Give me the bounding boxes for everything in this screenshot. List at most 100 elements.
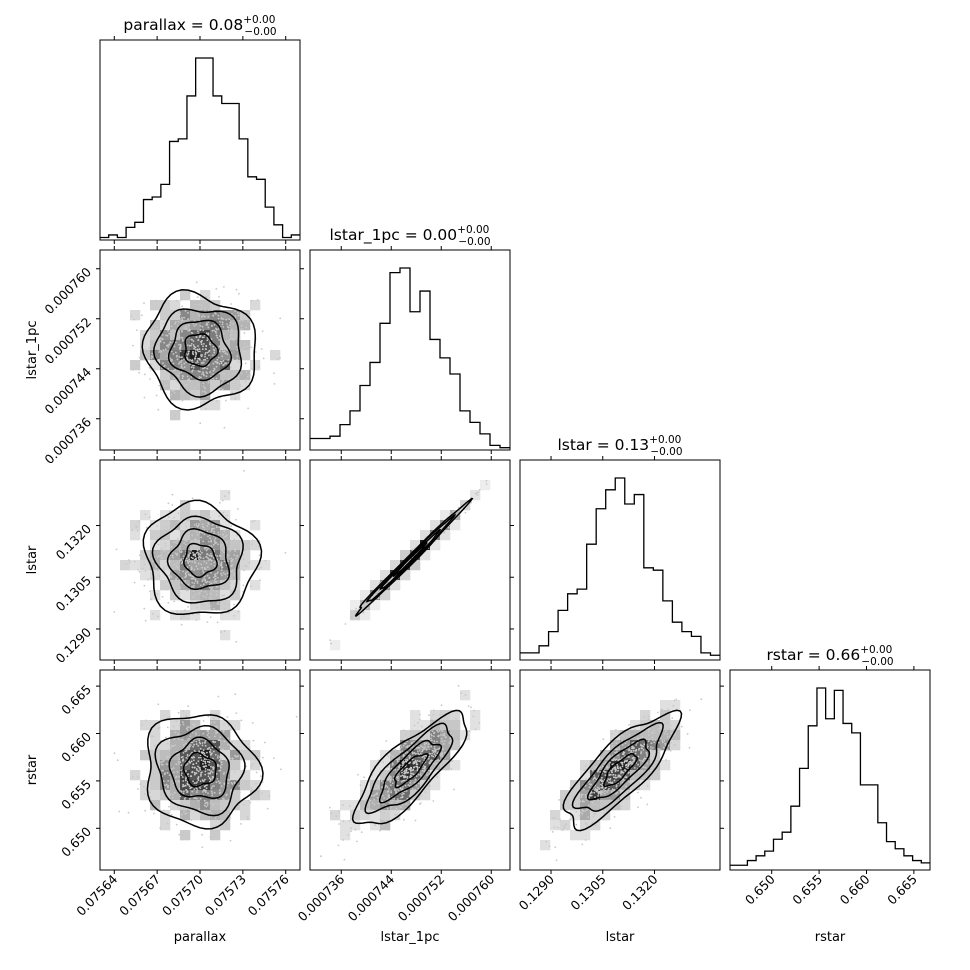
density-cell bbox=[270, 350, 281, 361]
sample-point bbox=[620, 772, 622, 774]
sample-point bbox=[605, 810, 608, 812]
sample-point bbox=[180, 345, 182, 347]
sample-point bbox=[143, 396, 146, 399]
sample-point bbox=[205, 407, 207, 410]
sample-point bbox=[641, 760, 644, 763]
sample-point bbox=[159, 340, 162, 343]
density-cell bbox=[370, 810, 381, 821]
panel-frame bbox=[99, 39, 301, 241]
sample-point bbox=[598, 787, 601, 790]
sample-point bbox=[176, 553, 179, 555]
sample-point bbox=[206, 784, 208, 786]
sample-point bbox=[615, 758, 618, 761]
y-tick-label-rstar: 0.655 bbox=[58, 776, 94, 812]
sample-point bbox=[192, 322, 195, 325]
sample-point bbox=[437, 731, 440, 733]
sample-point bbox=[173, 516, 175, 519]
sample-point bbox=[179, 559, 181, 562]
sample-point bbox=[187, 573, 190, 576]
sample-point bbox=[221, 321, 224, 324]
sample-point bbox=[612, 789, 615, 792]
sample-point bbox=[599, 771, 601, 773]
sample-point bbox=[576, 783, 579, 786]
sample-point bbox=[611, 771, 613, 773]
density-cell bbox=[210, 330, 221, 341]
sample-point bbox=[416, 750, 419, 753]
sample-point bbox=[430, 739, 433, 742]
sample-point bbox=[171, 504, 174, 506]
sample-point bbox=[628, 724, 630, 726]
density-cell bbox=[240, 800, 251, 811]
contour-level-3 bbox=[151, 515, 244, 604]
sample-point bbox=[422, 755, 425, 758]
sample-point bbox=[181, 399, 184, 402]
sample-point bbox=[409, 776, 412, 779]
sample-point bbox=[225, 540, 228, 542]
sample-point bbox=[193, 723, 196, 726]
contour-level-1 bbox=[392, 541, 428, 578]
sample-point bbox=[233, 770, 236, 773]
sample-point bbox=[219, 335, 221, 337]
sample-point bbox=[192, 780, 195, 783]
sample-point bbox=[342, 804, 344, 806]
sample-point bbox=[210, 571, 213, 574]
sample-point bbox=[212, 314, 215, 317]
sample-point bbox=[195, 768, 198, 770]
sample-point bbox=[593, 777, 596, 779]
sample-point bbox=[432, 713, 435, 716]
density-cell bbox=[430, 760, 441, 771]
sample-point bbox=[144, 569, 147, 572]
sample-point bbox=[472, 715, 475, 718]
sample-point bbox=[179, 350, 182, 353]
sample-point bbox=[252, 793, 255, 795]
sample-point bbox=[601, 757, 604, 760]
sample-point bbox=[624, 742, 627, 745]
sample-point bbox=[424, 765, 427, 768]
sample-point bbox=[187, 352, 190, 355]
density-cell bbox=[160, 770, 171, 781]
sample-point bbox=[200, 316, 203, 318]
contour-level-4 bbox=[146, 714, 264, 830]
sample-point bbox=[162, 362, 164, 365]
sample-point bbox=[181, 318, 184, 321]
density-cell bbox=[390, 560, 401, 571]
sample-point bbox=[185, 557, 188, 560]
sample-point bbox=[178, 356, 181, 358]
sample-point bbox=[167, 346, 170, 348]
x-axis-title-lstar: lstar bbox=[606, 930, 635, 945]
sample-point bbox=[178, 738, 181, 741]
sample-point bbox=[249, 374, 252, 377]
sample-point bbox=[193, 386, 196, 389]
density-cell bbox=[250, 540, 261, 551]
density-cell bbox=[190, 750, 201, 761]
sample-point bbox=[186, 559, 189, 562]
sample-point bbox=[254, 351, 257, 353]
sample-point bbox=[251, 789, 254, 791]
sample-point bbox=[193, 347, 196, 350]
sample-point bbox=[273, 757, 275, 759]
density-cell bbox=[620, 730, 631, 741]
sample-point bbox=[152, 613, 154, 615]
sample-point bbox=[247, 547, 250, 550]
contour-level-2 bbox=[378, 739, 443, 804]
sample-point bbox=[638, 759, 641, 762]
sample-point bbox=[196, 580, 199, 583]
sample-point bbox=[233, 541, 236, 544]
sample-point bbox=[619, 766, 622, 769]
density-cell bbox=[220, 520, 231, 531]
sample-point bbox=[363, 776, 365, 779]
sample-point bbox=[215, 328, 218, 331]
sample-point bbox=[225, 399, 227, 402]
sample-point bbox=[627, 767, 629, 769]
sample-point bbox=[213, 717, 215, 720]
sample-point bbox=[185, 789, 187, 791]
sample-point bbox=[651, 750, 654, 753]
sample-point bbox=[210, 388, 213, 391]
sample-point bbox=[429, 752, 432, 755]
sample-point bbox=[251, 539, 254, 541]
density-cell bbox=[390, 750, 401, 761]
sample-point bbox=[207, 792, 209, 795]
sample-point bbox=[197, 313, 200, 316]
sample-point bbox=[223, 350, 226, 353]
sample-point bbox=[157, 805, 160, 807]
